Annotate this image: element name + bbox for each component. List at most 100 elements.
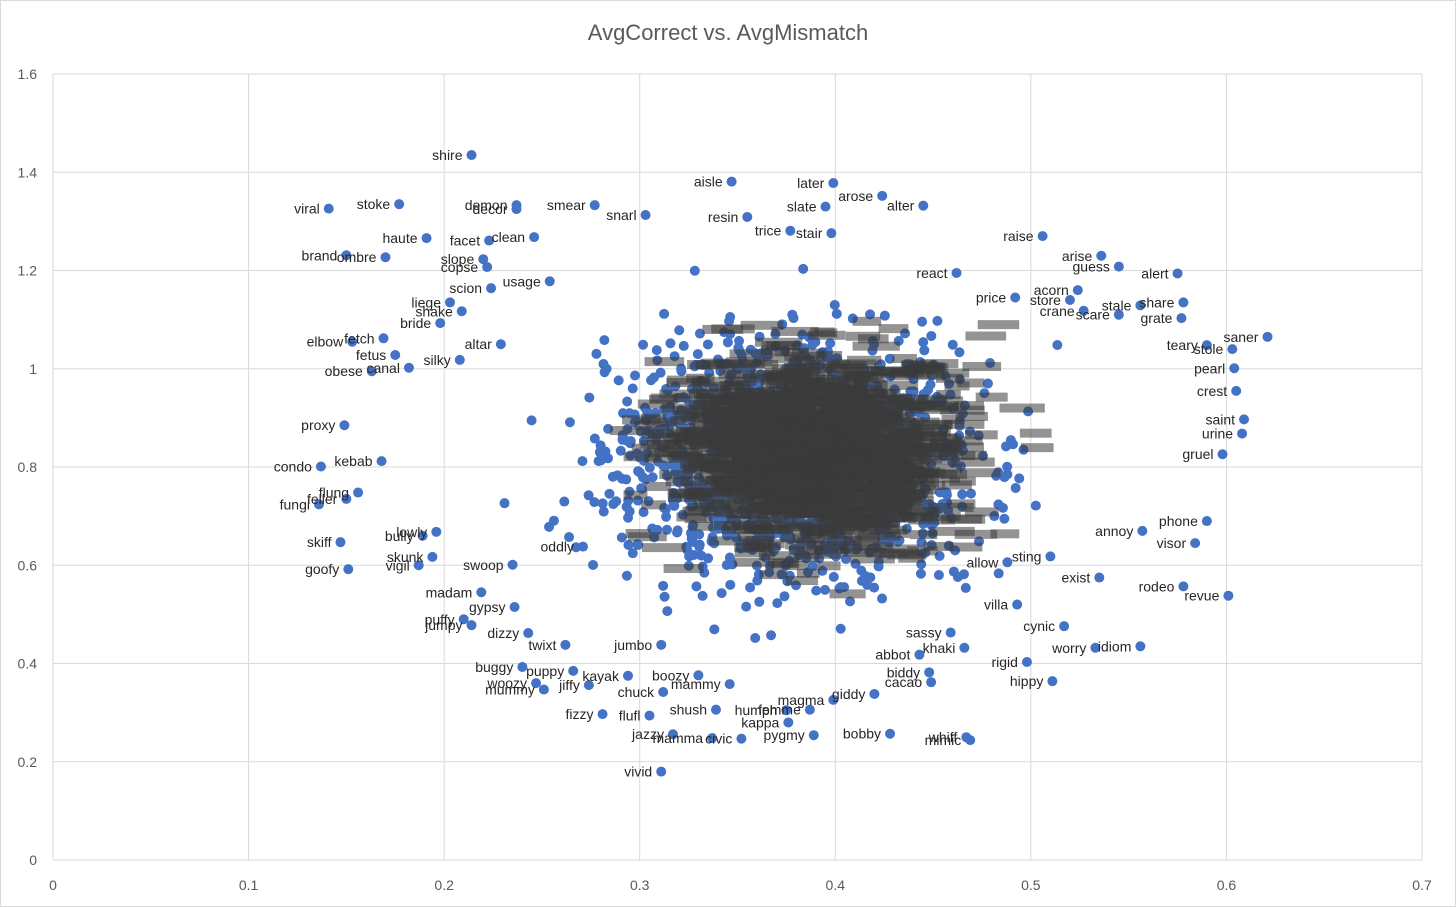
cloud-label-mass bbox=[785, 363, 834, 373]
cloud-label-mass bbox=[892, 354, 917, 364]
data-label: whiff bbox=[928, 729, 958, 745]
data-point bbox=[622, 670, 633, 681]
cloud-point bbox=[617, 434, 628, 445]
data-point bbox=[421, 233, 432, 244]
cloud-label-mass bbox=[754, 418, 802, 428]
cloud-point bbox=[599, 367, 610, 378]
data-point bbox=[335, 537, 346, 548]
chart-title: AvgCorrect vs. AvgMismatch bbox=[588, 20, 868, 45]
cloud-label-mass bbox=[852, 341, 900, 351]
data-point bbox=[478, 254, 489, 265]
cloud-label-mass bbox=[695, 360, 736, 370]
data-label: mimic bbox=[925, 732, 962, 748]
cloud-label-mass bbox=[815, 351, 843, 361]
data-label: khaki bbox=[923, 640, 956, 656]
data-label: demon bbox=[465, 197, 508, 213]
data-label: condo bbox=[274, 459, 312, 475]
cloud-label-mass bbox=[733, 400, 756, 410]
cloud-label-mass bbox=[754, 337, 803, 347]
cloud-point bbox=[915, 568, 926, 579]
data-point bbox=[509, 602, 520, 613]
data-point bbox=[945, 627, 956, 638]
data-label: giddy bbox=[832, 686, 865, 702]
cloud-label-mass bbox=[767, 483, 791, 493]
cloud-point bbox=[617, 473, 628, 484]
cloud-label-mass bbox=[821, 416, 864, 426]
data-point bbox=[926, 677, 937, 688]
data-point bbox=[413, 560, 424, 571]
data-label: crest bbox=[1197, 383, 1227, 399]
cloud-label-mass bbox=[825, 424, 865, 434]
data-point bbox=[656, 766, 667, 777]
data-label: skunk bbox=[387, 549, 425, 565]
cloud-point bbox=[662, 606, 673, 617]
data-label: clean bbox=[492, 229, 525, 245]
cloud-point bbox=[1052, 339, 1063, 350]
data-label: raise bbox=[1003, 228, 1034, 244]
data-point bbox=[341, 250, 352, 261]
data-point bbox=[341, 493, 352, 504]
cloud-label-mass bbox=[763, 370, 798, 380]
cloud-point bbox=[623, 512, 634, 523]
cloud-label-mass bbox=[694, 393, 742, 403]
data-point bbox=[828, 178, 839, 189]
data-point bbox=[1096, 250, 1107, 261]
data-point bbox=[1135, 300, 1146, 311]
data-point bbox=[918, 200, 929, 211]
cloud-label-mass bbox=[1019, 428, 1052, 438]
data-label: decor bbox=[472, 201, 507, 217]
cloud-label-mass bbox=[648, 429, 687, 439]
data-label: obese bbox=[325, 363, 363, 379]
cloud-label-mass bbox=[959, 468, 1001, 478]
cloud-label-mass bbox=[841, 547, 887, 557]
data-label: exist bbox=[1062, 570, 1091, 586]
data-point bbox=[1090, 642, 1101, 653]
y-tick-label: 1.2 bbox=[18, 263, 38, 279]
cloud-label-mass bbox=[711, 324, 755, 334]
data-point bbox=[484, 235, 495, 246]
cloud-label-mass bbox=[829, 589, 866, 599]
cloud-point bbox=[597, 498, 608, 509]
cloud-point bbox=[982, 378, 993, 389]
data-point bbox=[1072, 285, 1083, 296]
cloud-label-mass bbox=[878, 324, 909, 334]
cloud-label-mass bbox=[664, 439, 696, 449]
cloud-label-mass bbox=[936, 368, 970, 378]
data-point bbox=[486, 283, 497, 294]
cloud-point bbox=[659, 591, 670, 602]
cloud-label-mass bbox=[790, 356, 813, 366]
data-point bbox=[885, 728, 896, 739]
cloud-label-mass bbox=[777, 475, 814, 485]
cloud-point bbox=[772, 598, 783, 609]
data-label: elbow bbox=[307, 334, 344, 350]
cloud-label-mass bbox=[791, 348, 827, 358]
cloud-point bbox=[658, 580, 669, 591]
cloud-point bbox=[766, 630, 777, 641]
data-label: scare bbox=[1076, 307, 1110, 323]
cloud-label-mass bbox=[692, 381, 731, 391]
data-point bbox=[568, 665, 579, 676]
cloud-label-mass bbox=[778, 521, 812, 531]
data-label: cacao bbox=[885, 674, 923, 690]
data-label: oddly bbox=[541, 539, 574, 555]
data-label: fizzy bbox=[566, 706, 594, 722]
cloud-label-mass bbox=[832, 528, 879, 538]
cloud-point bbox=[665, 338, 676, 349]
cloud-point bbox=[926, 330, 937, 341]
cloud-label-mass bbox=[806, 395, 838, 405]
data-point bbox=[313, 499, 324, 510]
cloud-point bbox=[598, 506, 609, 517]
cloud-label-mass bbox=[807, 421, 836, 431]
data-label: kebab bbox=[334, 453, 372, 469]
data-point bbox=[914, 649, 925, 660]
cloud-label-mass bbox=[790, 429, 818, 439]
cloud-label-mass bbox=[730, 359, 779, 369]
cloud-label-mass bbox=[693, 420, 726, 430]
data-label: kayak bbox=[582, 668, 620, 684]
cloud-label-mass bbox=[805, 505, 853, 515]
cloud-label-mass bbox=[798, 448, 845, 458]
data-label: acorn bbox=[1034, 282, 1069, 298]
data-point bbox=[1059, 621, 1070, 632]
data-label: chuck bbox=[618, 684, 656, 700]
cloud-point bbox=[591, 348, 602, 359]
